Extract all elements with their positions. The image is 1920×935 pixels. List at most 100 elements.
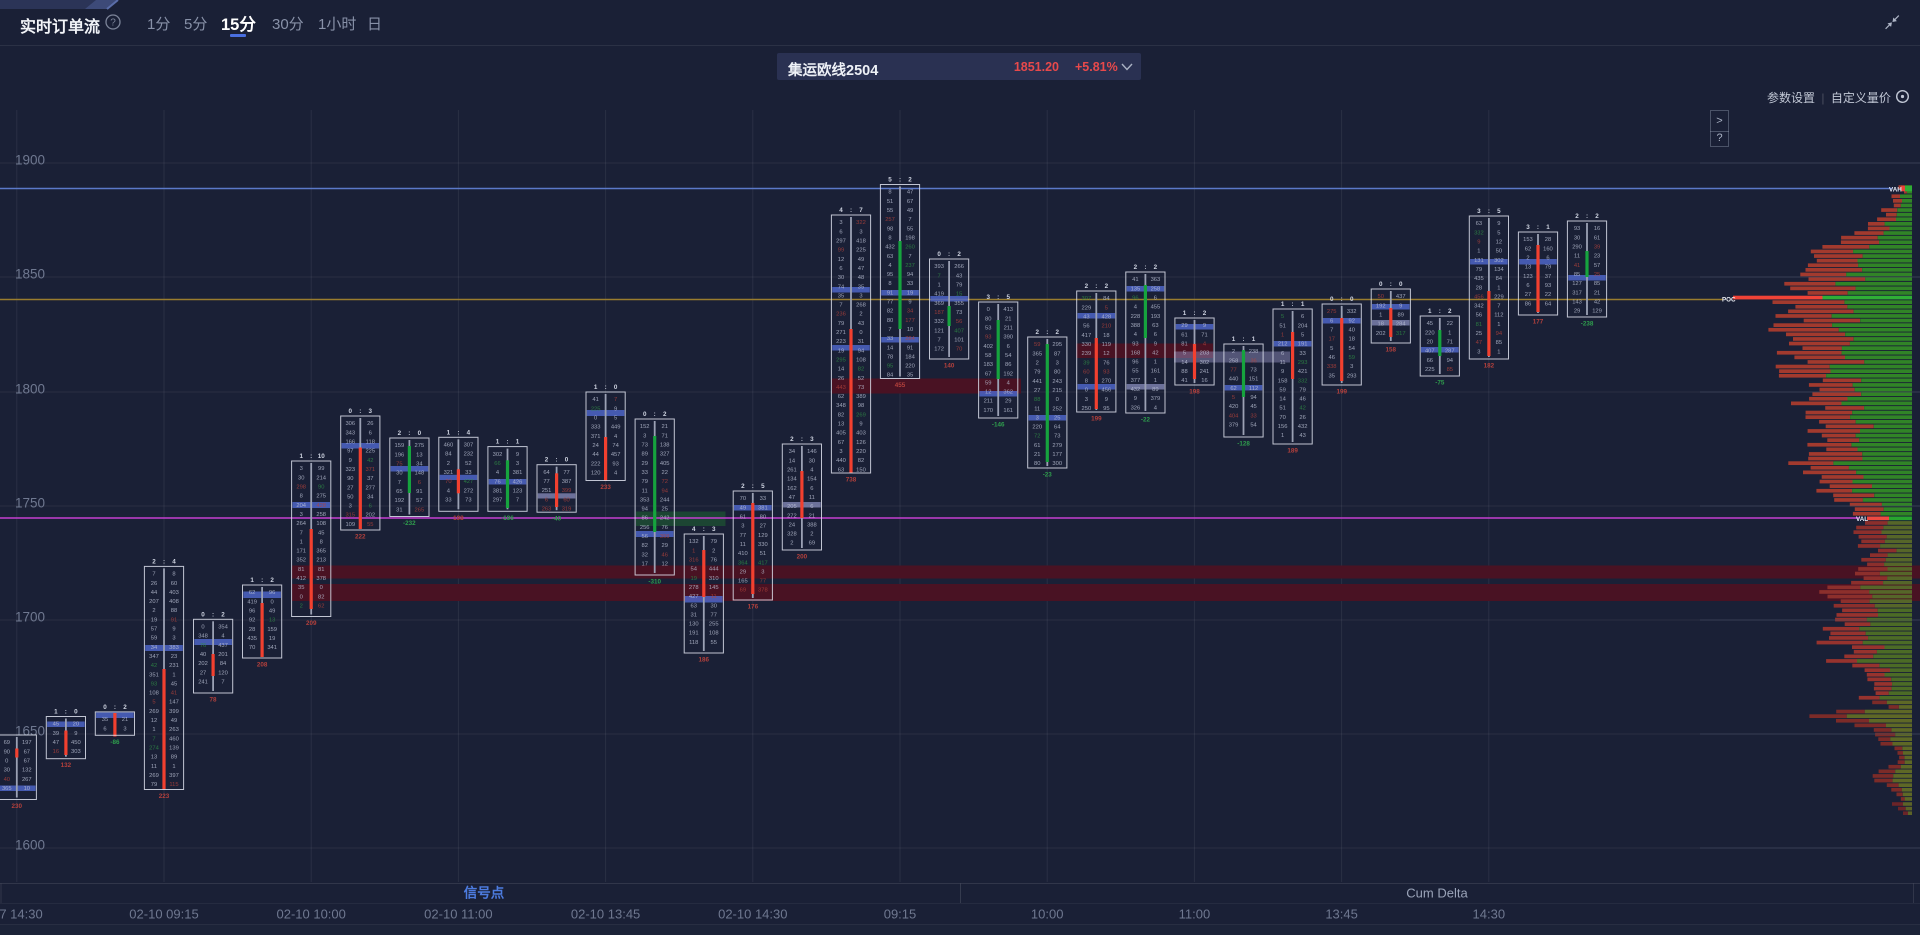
svg-text:99: 99 bbox=[318, 466, 324, 472]
svg-text:4: 4 bbox=[692, 526, 696, 533]
svg-text:239: 239 bbox=[1082, 351, 1092, 357]
svg-text:200: 200 bbox=[797, 554, 808, 561]
svg-text:2: 2 bbox=[1055, 329, 1059, 336]
svg-text:4: 4 bbox=[1134, 332, 1138, 338]
svg-text:11: 11 bbox=[1574, 254, 1580, 260]
svg-text:6: 6 bbox=[1546, 256, 1549, 262]
svg-text:VAL: VAL bbox=[1856, 516, 1868, 523]
svg-text:13: 13 bbox=[1525, 265, 1531, 271]
svg-text:1: 1 bbox=[1546, 224, 1550, 231]
svg-text:66: 66 bbox=[494, 461, 500, 467]
svg-text:120: 120 bbox=[591, 470, 601, 476]
svg-text:POC: POC bbox=[1722, 297, 1736, 304]
svg-text:225: 225 bbox=[856, 248, 866, 254]
svg-text:428: 428 bbox=[1102, 315, 1112, 321]
svg-text:86: 86 bbox=[1005, 362, 1011, 368]
svg-text:2: 2 bbox=[1448, 308, 1452, 315]
svg-text:2: 2 bbox=[545, 457, 549, 464]
svg-text:33: 33 bbox=[641, 470, 647, 476]
svg-text:77: 77 bbox=[1230, 368, 1236, 374]
svg-text:2: 2 bbox=[152, 608, 155, 614]
svg-text:0: 0 bbox=[349, 408, 353, 415]
svg-text:162: 162 bbox=[787, 486, 797, 492]
svg-text:3: 3 bbox=[761, 569, 764, 575]
svg-text:92: 92 bbox=[1348, 318, 1354, 324]
svg-text:74: 74 bbox=[612, 443, 619, 449]
svg-text:94: 94 bbox=[858, 348, 865, 354]
svg-text:256: 256 bbox=[640, 525, 650, 531]
svg-text:317: 317 bbox=[1572, 290, 1582, 296]
svg-text:437: 437 bbox=[218, 643, 228, 649]
svg-text:30: 30 bbox=[1574, 235, 1580, 241]
svg-text:11: 11 bbox=[642, 488, 648, 494]
svg-text:2: 2 bbox=[1232, 349, 1235, 355]
svg-text::: : bbox=[457, 429, 459, 436]
svg-text:10:00: 10:00 bbox=[1031, 907, 1064, 922]
svg-text:-86: -86 bbox=[110, 739, 120, 746]
svg-text:62: 62 bbox=[318, 603, 324, 609]
svg-text:205: 205 bbox=[787, 504, 797, 510]
svg-text:6: 6 bbox=[545, 497, 548, 503]
svg-text:30: 30 bbox=[4, 768, 10, 774]
svg-text:379: 379 bbox=[1151, 396, 1161, 402]
svg-text:0: 0 bbox=[201, 611, 205, 618]
svg-text:34: 34 bbox=[789, 449, 796, 455]
svg-text::: : bbox=[310, 453, 312, 460]
svg-text:131: 131 bbox=[1474, 258, 1484, 264]
svg-text:64: 64 bbox=[543, 470, 550, 476]
svg-text:63: 63 bbox=[838, 467, 844, 473]
svg-text:6: 6 bbox=[810, 486, 813, 492]
svg-text:1: 1 bbox=[1428, 308, 1432, 315]
svg-text:199: 199 bbox=[1091, 416, 1102, 423]
svg-text:12: 12 bbox=[151, 718, 157, 724]
svg-text:87: 87 bbox=[1054, 351, 1060, 357]
svg-text:95: 95 bbox=[1103, 406, 1109, 412]
svg-text:365: 365 bbox=[1032, 351, 1042, 357]
svg-text:321: 321 bbox=[444, 470, 454, 476]
svg-text:81: 81 bbox=[1476, 322, 1482, 328]
svg-text:341: 341 bbox=[267, 645, 277, 651]
svg-text:96: 96 bbox=[249, 609, 255, 615]
svg-text:1: 1 bbox=[300, 539, 303, 545]
svg-text:6: 6 bbox=[418, 480, 421, 486]
svg-text:85: 85 bbox=[1574, 272, 1580, 278]
svg-text:-40: -40 bbox=[552, 516, 562, 523]
svg-text:230: 230 bbox=[12, 803, 23, 810]
svg-text:27: 27 bbox=[347, 485, 353, 491]
svg-text:381: 381 bbox=[513, 470, 523, 476]
svg-text:212: 212 bbox=[1278, 342, 1288, 348]
svg-text::: : bbox=[1193, 310, 1195, 317]
svg-text:12: 12 bbox=[661, 561, 667, 567]
svg-text:41: 41 bbox=[1181, 378, 1187, 384]
svg-text:338: 338 bbox=[1327, 364, 1337, 370]
svg-text:319: 319 bbox=[562, 507, 572, 513]
svg-text:2: 2 bbox=[957, 251, 961, 258]
svg-text:12: 12 bbox=[1496, 240, 1502, 246]
svg-text:389: 389 bbox=[856, 394, 866, 400]
svg-text:49: 49 bbox=[858, 257, 864, 263]
svg-text:342: 342 bbox=[1474, 304, 1484, 310]
svg-text::: : bbox=[1488, 208, 1490, 215]
svg-text:30: 30 bbox=[711, 603, 717, 609]
svg-text:229: 229 bbox=[1494, 294, 1504, 300]
svg-text:421: 421 bbox=[1298, 369, 1308, 375]
svg-text:60: 60 bbox=[563, 497, 569, 503]
svg-text:4: 4 bbox=[614, 434, 618, 440]
svg-text:57: 57 bbox=[151, 627, 157, 633]
svg-text:21: 21 bbox=[1594, 290, 1600, 296]
svg-text:1: 1 bbox=[1379, 313, 1382, 319]
svg-text:198: 198 bbox=[453, 515, 464, 522]
svg-text:4: 4 bbox=[1203, 342, 1207, 348]
svg-text::: : bbox=[1095, 283, 1097, 290]
svg-text::: : bbox=[997, 294, 999, 301]
svg-text:73: 73 bbox=[641, 443, 647, 449]
svg-text:0: 0 bbox=[987, 307, 990, 313]
svg-text::: : bbox=[408, 430, 410, 437]
svg-text:22: 22 bbox=[1447, 321, 1453, 327]
svg-text:79: 79 bbox=[1545, 265, 1551, 271]
svg-text:26: 26 bbox=[838, 376, 844, 382]
svg-text:418: 418 bbox=[856, 239, 866, 245]
svg-text:4: 4 bbox=[496, 470, 500, 476]
svg-text:42: 42 bbox=[1594, 299, 1600, 305]
svg-text:10: 10 bbox=[907, 327, 913, 333]
